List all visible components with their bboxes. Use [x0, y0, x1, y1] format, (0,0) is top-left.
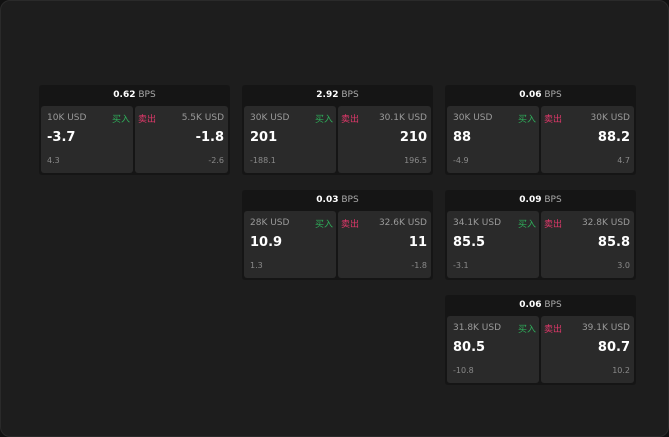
spread-header: 0.06 BPS: [445, 85, 636, 106]
buy-price: 88: [453, 130, 472, 145]
sell-price: 80.7: [597, 340, 630, 355]
buy-price: 201: [250, 130, 278, 145]
spread-unit: BPS: [341, 195, 359, 205]
sell-quantity: 32.6K USD: [378, 218, 427, 228]
sell-label: 卖出: [138, 115, 157, 125]
sell-quantity: 5.5K USD: [181, 113, 224, 123]
buy-button[interactable]: 30K USD 买入 88 -4.9: [447, 106, 539, 173]
spread-value: 0.09: [519, 195, 542, 205]
spread-value: 0.06: [519, 300, 542, 310]
spread-value: 0.03: [316, 195, 339, 205]
spread-value: 0.62: [113, 90, 136, 100]
quote-panel: 0.06 BPS 31.8K USD 买入 80.5 -10.8 卖出 39.1…: [445, 295, 636, 385]
buy-label: 买入: [314, 220, 333, 230]
quote-panel: 0.03 BPS 28K USD 买入 10.9 1.3 卖出 32.6K US…: [242, 190, 433, 280]
spread-value: 2.92: [316, 90, 339, 100]
buy-price: 10.9: [250, 235, 283, 250]
buy-quantity: 30K USD: [250, 113, 290, 123]
spread-unit: BPS: [138, 90, 156, 100]
buy-change: 4.3: [47, 156, 60, 165]
buy-change: 1.3: [250, 261, 263, 270]
quote-panel: 0.62 BPS 10K USD 买入 -3.7 4.3 卖出 5.5K USD…: [39, 85, 230, 175]
buy-quantity: 28K USD: [250, 218, 290, 228]
sell-price: 85.8: [597, 235, 630, 250]
sell-quantity: 30.1K USD: [378, 113, 427, 123]
spread-header: 2.92 BPS: [242, 85, 433, 106]
sell-quantity: 30K USD: [590, 113, 630, 123]
buy-button[interactable]: 34.1K USD 买入 85.5 -3.1: [447, 211, 539, 278]
sell-price: 210: [399, 130, 427, 145]
sell-change: 196.5: [404, 156, 427, 165]
sell-quantity: 32.8K USD: [581, 218, 630, 228]
sell-button[interactable]: 卖出 30.1K USD 210 196.5: [338, 106, 431, 173]
sell-button[interactable]: 卖出 39.1K USD 80.7 10.2: [541, 316, 634, 383]
buy-button[interactable]: 28K USD 买入 10.9 1.3: [244, 211, 336, 278]
buy-button[interactable]: 31.8K USD 买入 80.5 -10.8: [447, 316, 539, 383]
buy-price: 85.5: [453, 235, 486, 250]
spread-unit: BPS: [341, 90, 359, 100]
spread-header: 0.62 BPS: [39, 85, 230, 106]
sell-change: -1.8: [411, 261, 427, 270]
spread-header: 0.03 BPS: [242, 190, 433, 211]
sell-change: 3.0: [617, 261, 630, 270]
spread-header: 0.09 BPS: [445, 190, 636, 211]
buy-quantity: 31.8K USD: [453, 323, 502, 333]
sell-price: 11: [408, 235, 427, 250]
sell-label: 卖出: [544, 115, 563, 125]
sell-button[interactable]: 卖出 5.5K USD -1.8 -2.6: [135, 106, 228, 173]
quote-panel: 0.06 BPS 30K USD 买入 88 -4.9 卖出 30K USD 8…: [445, 85, 636, 175]
buy-quantity: 10K USD: [47, 113, 87, 123]
sell-label: 卖出: [544, 325, 563, 335]
sell-change: -2.6: [208, 156, 224, 165]
sell-label: 卖出: [341, 220, 360, 230]
spread-unit: BPS: [544, 195, 562, 205]
quote-panel: 0.09 BPS 34.1K USD 买入 85.5 -3.1 卖出 32.8K…: [445, 190, 636, 280]
buy-label: 买入: [517, 115, 536, 125]
sell-change: 10.2: [612, 366, 630, 375]
spread-header: 0.06 BPS: [445, 295, 636, 316]
sell-label: 卖出: [341, 115, 360, 125]
sell-price: -1.8: [195, 130, 224, 145]
buy-change: -188.1: [250, 156, 276, 165]
sell-quantity: 39.1K USD: [581, 323, 630, 333]
spread-value: 0.06: [519, 90, 542, 100]
sell-label: 卖出: [544, 220, 563, 230]
spread-unit: BPS: [544, 300, 562, 310]
quote-panel: 2.92 BPS 30K USD 买入 201 -188.1 卖出 30.1K …: [242, 85, 433, 175]
sell-button[interactable]: 卖出 32.8K USD 85.8 3.0: [541, 211, 634, 278]
buy-price: 80.5: [453, 340, 486, 355]
buy-button[interactable]: 10K USD 买入 -3.7 4.3: [41, 106, 133, 173]
buy-label: 买入: [111, 115, 130, 125]
sell-change: 4.7: [617, 156, 630, 165]
buy-label: 买入: [517, 325, 536, 335]
buy-price: -3.7: [47, 130, 76, 145]
buy-quantity: 30K USD: [453, 113, 493, 123]
sell-button[interactable]: 卖出 30K USD 88.2 4.7: [541, 106, 634, 173]
buy-change: -10.8: [453, 366, 474, 375]
buy-change: -4.9: [453, 156, 469, 165]
buy-label: 买入: [314, 115, 333, 125]
sell-button[interactable]: 卖出 32.6K USD 11 -1.8: [338, 211, 431, 278]
buy-button[interactable]: 30K USD 买入 201 -188.1: [244, 106, 336, 173]
sell-price: 88.2: [597, 130, 630, 145]
buy-quantity: 34.1K USD: [453, 218, 502, 228]
spread-unit: BPS: [544, 90, 562, 100]
buy-label: 买入: [517, 220, 536, 230]
buy-change: -3.1: [453, 261, 469, 270]
